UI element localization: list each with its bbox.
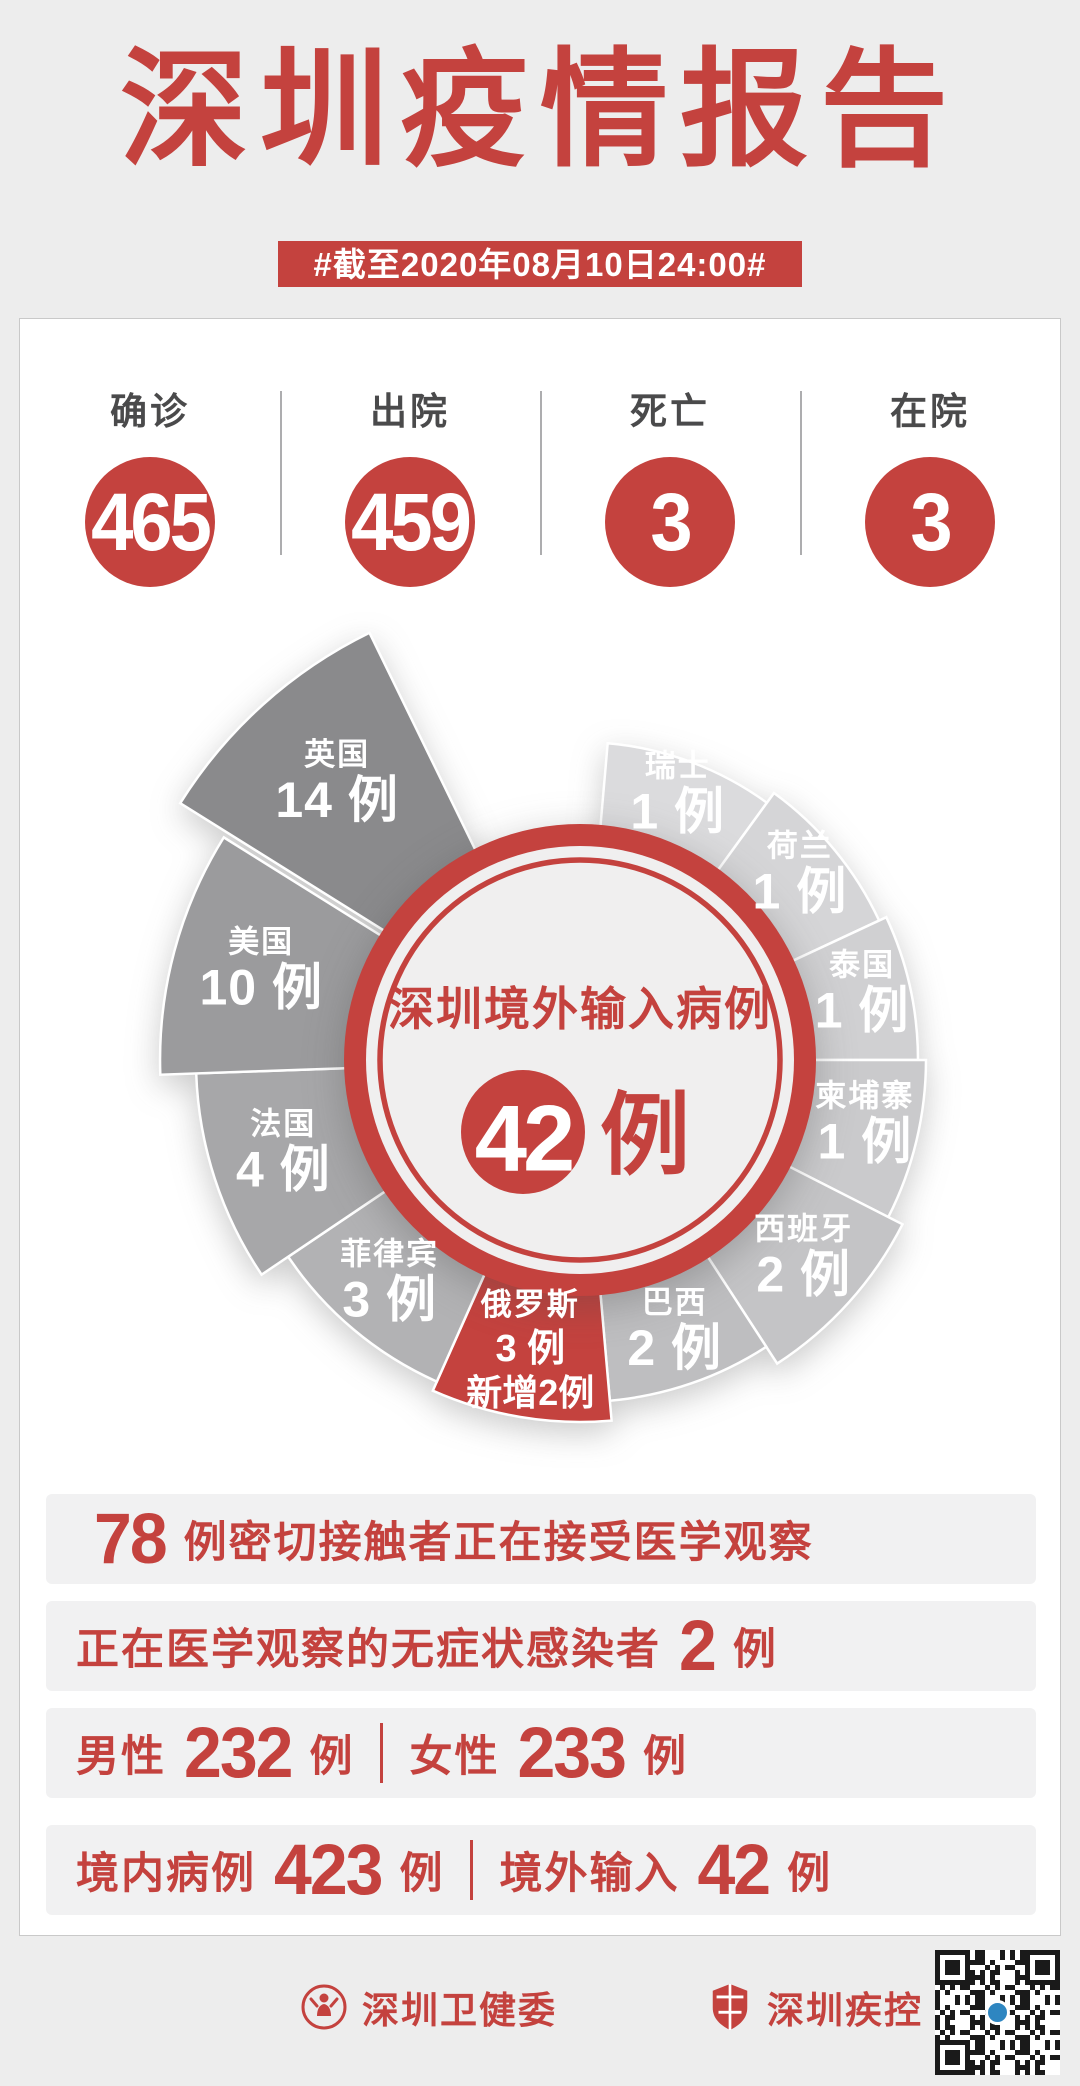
stat-label: 死亡 [630, 391, 710, 432]
stat-value: 465 [91, 476, 212, 568]
row-text: 男性 [76, 1733, 166, 1781]
slice-label-美国: 美国 10 例 [199, 925, 323, 1016]
cdc-logo-icon [712, 1984, 748, 2030]
summary-row: 男性 232 例 女性 233 例 [46, 1708, 1036, 1798]
rose-center-ring [344, 824, 816, 1296]
rose-chart-title: 深圳境外输入病例 [388, 983, 772, 1035]
stat-出院: 出院 459 [280, 381, 540, 587]
row-text: 境外输入 [499, 1850, 680, 1898]
stat-在院: 在院 3 [800, 381, 1060, 587]
qr-code [935, 1950, 1060, 2075]
slice-label-法国: 法国 4 例 [236, 1106, 331, 1197]
center-ring-thin [377, 857, 783, 1263]
slice-label-泰国: 泰国 1 例 [815, 947, 910, 1038]
slice-label-瑞士: 瑞士 1 例 [630, 749, 725, 840]
row-text: 例 [642, 1733, 688, 1781]
slice-label-柬埔寨: 柬埔寨 1 例 [815, 1078, 914, 1169]
stat-确诊: 确诊 465 [20, 381, 280, 587]
health-commission-logo-icon [301, 1984, 347, 2030]
row-text: 境内病例 [76, 1850, 256, 1898]
row-number: 232 [184, 1713, 293, 1793]
total-value: 42 [475, 1086, 572, 1191]
center-ring-inner [366, 846, 794, 1274]
footer: 深圳卫健委 深圳疾控 [300, 1980, 923, 2034]
slice-label-西班牙: 西班牙 2 例 [754, 1211, 853, 1302]
summary-row: 78 例密切接触者正在接受医学观察 [46, 1494, 1036, 1584]
row-text: 女性 [409, 1733, 500, 1781]
qr-center-logo [985, 2000, 1010, 2025]
stat-label: 出院 [370, 391, 450, 432]
stat-circle: 3 [605, 457, 735, 587]
org-cdc-name: 深圳疾控 [767, 1990, 923, 2031]
row-text: 例 [732, 1626, 778, 1674]
slice-label-俄罗斯: 俄罗斯 3 例新增2例 [466, 1287, 594, 1413]
page-title: 深圳疫情报告 [119, 39, 960, 182]
stat-value: 459 [351, 476, 472, 568]
org-wjw-name: 深圳卫健委 [362, 1990, 557, 2031]
stat-circle: 3 [865, 457, 995, 587]
date-banner: #截至2020年08月10日24:00# [278, 241, 802, 287]
summary-row: 境内病例 423 例 境外输入 42 例 [46, 1825, 1036, 1915]
slice-label-英国: 英国 14 例 [275, 737, 399, 828]
stats-row: 确诊 465 出院 459 死亡 3 在院 3 [20, 381, 1060, 587]
slice-label-巴西: 巴西 2 例 [627, 1285, 722, 1376]
rose-center-content: 深圳境外输入病例 42 例 [388, 983, 772, 1194]
slice-label-荷兰: 荷兰 1 例 [753, 829, 848, 920]
summary-row: 正在医学观察的无症状感染者 2 例 [46, 1601, 1036, 1691]
stats-divider [540, 391, 542, 555]
stat-circle: 465 [85, 457, 215, 587]
stat-circle: 459 [345, 457, 475, 587]
stat-死亡: 死亡 3 [540, 381, 800, 587]
stat-value: 3 [910, 476, 952, 568]
org-wjw: 深圳卫健委 [300, 1980, 557, 2034]
row-number: 233 [517, 1713, 626, 1793]
stat-label: 在院 [890, 391, 970, 432]
total-badge [461, 1070, 585, 1194]
row-text: 正在医学观察的无症状感染者 [76, 1626, 661, 1674]
stat-label: 确诊 [110, 391, 190, 432]
row-number: 42 [697, 1830, 771, 1910]
stats-divider [280, 391, 282, 555]
row-text: 例 [787, 1850, 833, 1898]
row-text: 例密切接触者正在接受医学观察 [183, 1519, 814, 1567]
stats-divider [800, 391, 802, 555]
row-number: 78 [94, 1499, 168, 1579]
row-divider [470, 1840, 474, 1900]
row-number: 2 [679, 1606, 717, 1686]
stat-value: 3 [650, 476, 692, 568]
slice-label-菲律宾: 菲律宾 3 例 [340, 1237, 439, 1328]
row-text: 例 [399, 1850, 445, 1898]
row-number: 423 [274, 1830, 383, 1910]
org-cdc: 深圳疾控 [707, 1980, 923, 2034]
total-unit: 例 [600, 1086, 690, 1186]
row-divider [380, 1723, 384, 1783]
row-text: 例 [309, 1733, 355, 1781]
